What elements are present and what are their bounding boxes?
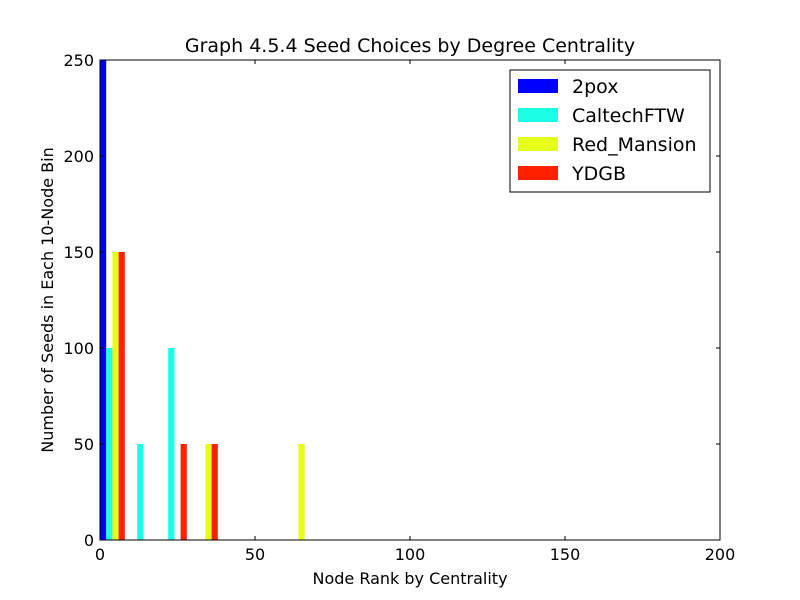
legend-label-ydgb: YDGB (571, 163, 626, 185)
y-tick-label: 150 (63, 243, 94, 262)
bar-red-mansion-bin-0 (112, 252, 119, 540)
x-tick-label: 50 (245, 545, 265, 564)
y-axis-label: Number of Seeds in Each 10-Node Bin (38, 147, 57, 452)
bar-ydgb-bin-0 (118, 252, 125, 540)
bar-2pox-bin-0 (100, 60, 107, 540)
x-tick-label: 200 (705, 545, 736, 564)
bar-caltechftw-bin-0 (106, 348, 113, 540)
legend: 2pox CaltechFTW Red_Mansion YDGB (509, 69, 711, 193)
y-tick-label: 50 (74, 435, 94, 454)
chart-title: Graph 4.5.4 Seed Choices by Degree Centr… (185, 35, 635, 57)
y-tick-label: 200 (63, 147, 94, 166)
y-tick-label: 100 (63, 339, 94, 358)
bar-red-mansion-bin-60 (298, 444, 305, 540)
legend-label-caltechftw: CaltechFTW (572, 105, 685, 127)
y-tick-label: 0 (84, 531, 94, 550)
x-tick-label: 0 (95, 545, 105, 564)
ticks-group: 0 50 100 150 200 0 50 100 150 200 250 (63, 51, 735, 564)
x-tick-label: 100 (395, 545, 426, 564)
legend-label-2pox: 2pox (572, 76, 618, 98)
legend-swatch-ydgb (518, 166, 558, 180)
bar-ydgb-bin-30 (211, 444, 218, 540)
x-tick-label: 150 (550, 545, 581, 564)
y-tick-label: 250 (63, 51, 94, 70)
bar-caltechftw-bin-10 (137, 444, 144, 540)
legend-label-red-mansion: Red_Mansion (572, 134, 697, 156)
bar-red-mansion-bin-30 (205, 444, 212, 540)
legend-swatch-red-mansion (518, 137, 558, 151)
legend-swatch-2pox (518, 79, 558, 93)
x-axis-label: Node Rank by Centrality (312, 569, 507, 588)
bar-ydgb-bin-20 (180, 444, 187, 540)
bar-caltechftw-bin-20 (168, 348, 175, 540)
bars-group (100, 60, 305, 540)
legend-swatch-caltechftw (518, 108, 558, 122)
